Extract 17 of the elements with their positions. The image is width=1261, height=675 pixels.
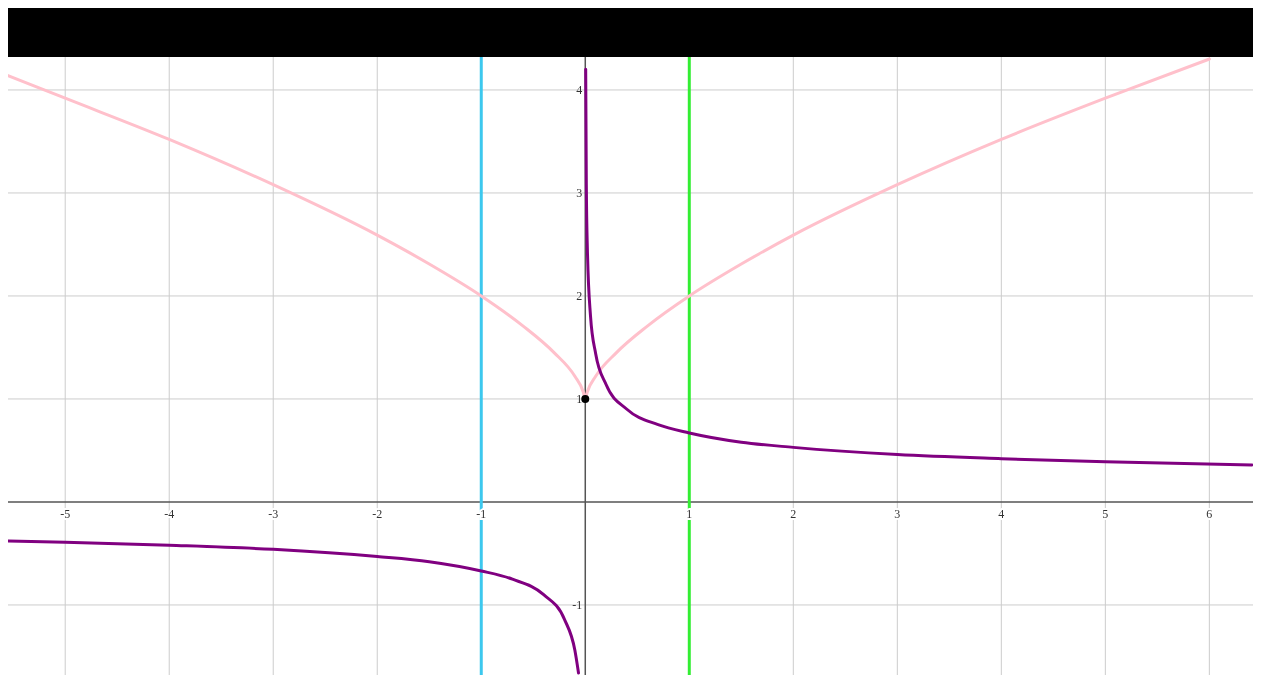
x-tick-label: -3 [268,506,279,521]
y-tick-label: -1 [572,597,583,612]
x-tick-label: 6 [1206,506,1213,521]
y-tick-label: 1 [576,391,583,406]
x-tick-label: -2 [372,506,383,521]
x-tick-label: -5 [60,506,71,521]
x-tick-label: 4 [998,506,1005,521]
x-tick-label: 1 [686,506,693,521]
y-tick-label: 3 [576,185,583,200]
x-tick-label: 3 [894,506,901,521]
x-tick-label: -4 [164,506,175,521]
x-tick-label: 2 [790,506,797,521]
line-series [584,67,1253,467]
line-series [8,539,581,675]
x-tick-label: 5 [1102,506,1109,521]
y-tick-label: 4 [576,82,583,97]
y-tick-label: 2 [576,288,583,303]
